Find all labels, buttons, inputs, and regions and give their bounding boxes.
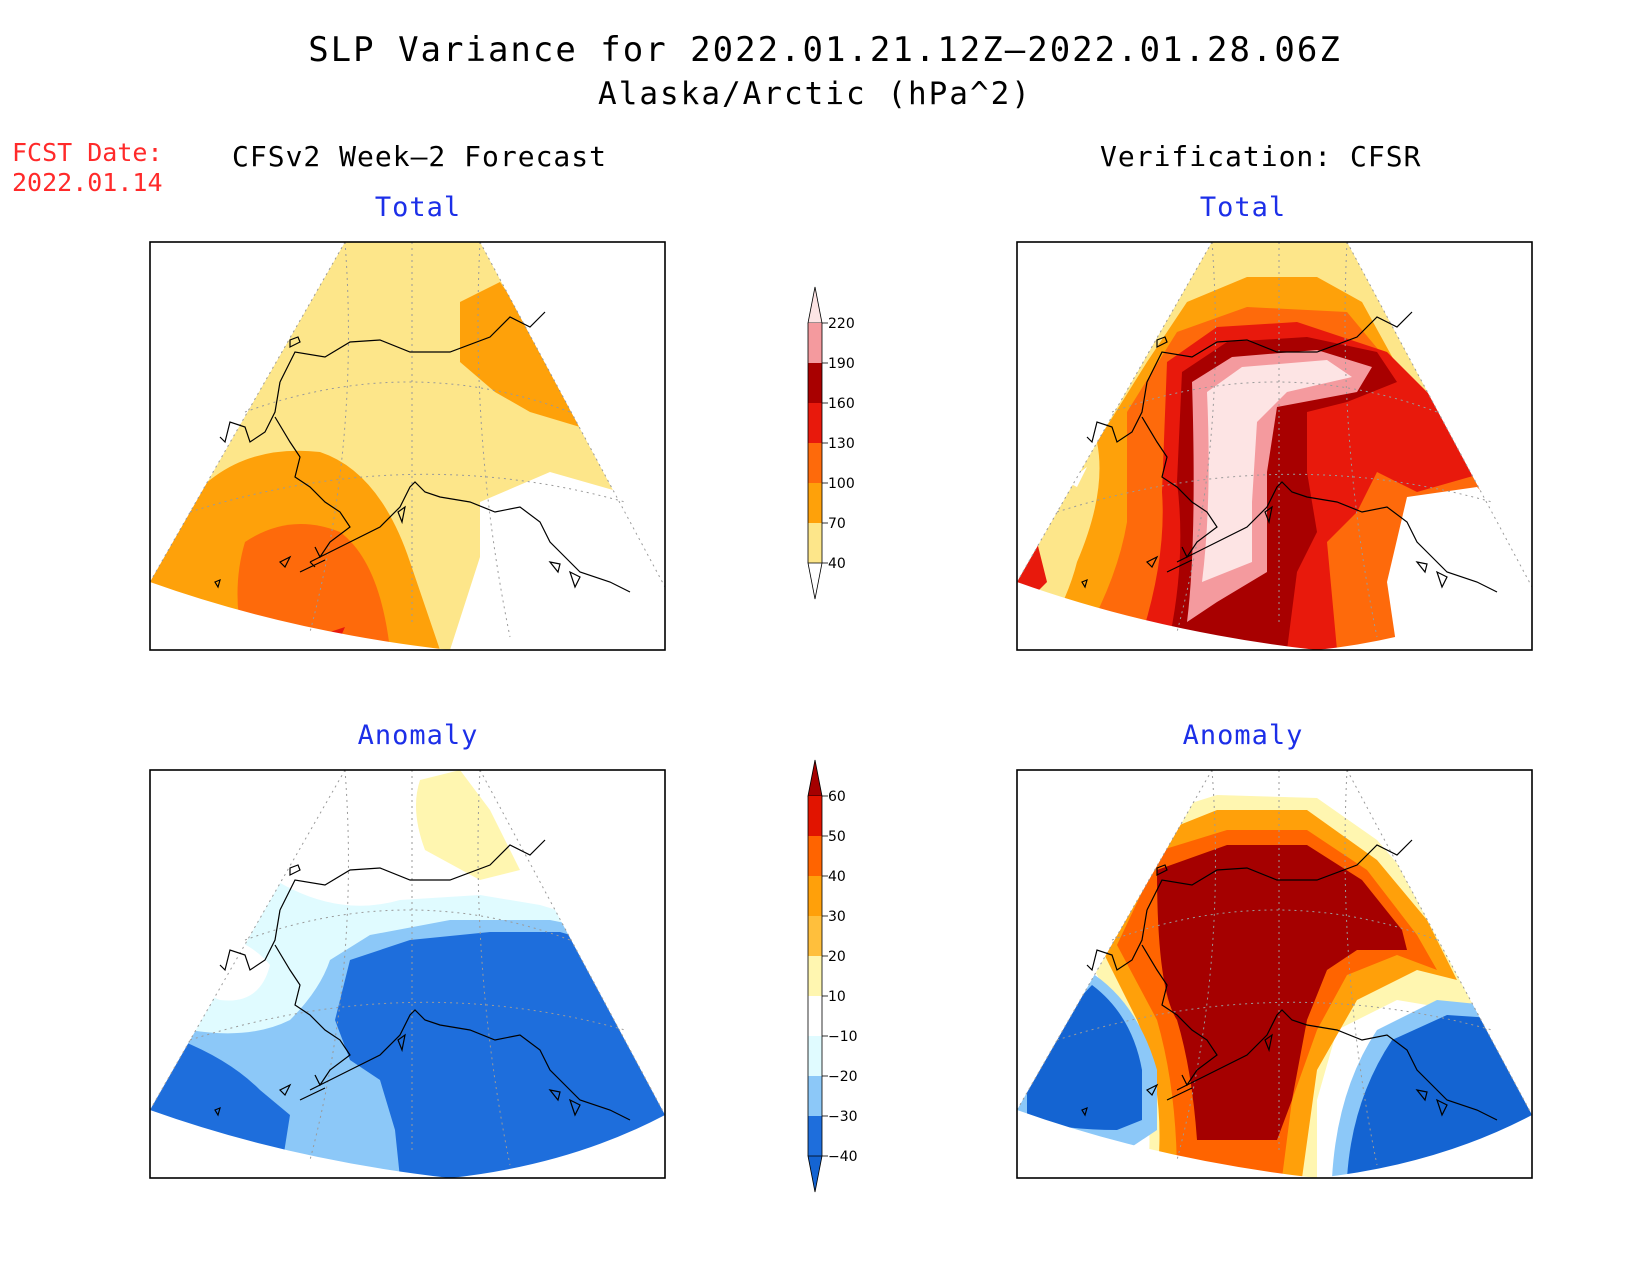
map-frame xyxy=(149,769,666,1179)
graticule xyxy=(149,769,666,1166)
coastline xyxy=(214,839,631,1121)
anomaly-colorbar: −40 −30 −20 −10 10 20 30 40 50 60 xyxy=(807,759,858,1193)
anomaly-colorbar-swatch xyxy=(808,916,822,956)
anomaly-colorbar-tick-label: 60 xyxy=(828,789,846,805)
anomaly-colorbar-bottom-arrow xyxy=(807,1155,823,1193)
total-colorbar-tick-label: 70 xyxy=(828,516,846,532)
anomaly-colorbar-tick-label: −20 xyxy=(828,1069,858,1085)
anomaly-colorbar-top-arrow xyxy=(807,759,823,797)
anomaly-colorbar-swatch xyxy=(808,836,822,876)
total-colorbar-tick-label: 190 xyxy=(828,356,855,372)
total-colorbar-tick-label: 100 xyxy=(828,476,855,492)
total-colorbar-tick-label: 220 xyxy=(828,316,855,332)
anomaly-colorbar-swatch xyxy=(808,956,822,996)
forecast-date-value: 2022.01.14 xyxy=(12,168,163,197)
graticule xyxy=(149,241,666,638)
coastline xyxy=(1081,839,1498,1121)
shade-above-220 xyxy=(1202,360,1352,582)
anomaly-colorbar-tick-label: 50 xyxy=(828,829,846,845)
total-colorbar-swatch xyxy=(808,483,822,523)
shade-70-100 xyxy=(460,282,580,427)
shade-100-130 xyxy=(237,524,390,650)
verification-total-map xyxy=(1016,241,1533,651)
anomaly-colorbar-swatch xyxy=(808,876,822,916)
shade-above-60 xyxy=(1157,845,1407,1140)
main-title: SLP Variance for 2022.01.21.12Z–2022.01.… xyxy=(308,30,1342,70)
total-colorbar: 40 70 100 130 160 190 220 xyxy=(807,286,855,600)
anomaly-colorbar-swatch xyxy=(808,1036,822,1076)
shade-10-20 xyxy=(416,770,520,880)
shade-minus30-minus40 xyxy=(335,932,665,1178)
total-colorbar-tick-label: 160 xyxy=(828,396,855,412)
total-colorbar-swatch xyxy=(808,403,822,443)
anomaly-colorbar-tick-label: −40 xyxy=(828,1149,858,1165)
forecast-anomaly-title: Anomaly xyxy=(357,720,479,751)
anomaly-colorbar-tick-label: 40 xyxy=(828,869,846,885)
anomaly-colorbar-swatch xyxy=(808,796,822,836)
anomaly-colorbar-tick-label: 30 xyxy=(828,909,846,925)
verification-column-heading: Verification: CFSR xyxy=(1100,140,1422,173)
total-colorbar-swatch xyxy=(808,363,822,403)
anomaly-colorbar-tick-label: 20 xyxy=(828,949,846,965)
map-frame xyxy=(149,241,666,651)
verification-total-title: Total xyxy=(1199,192,1287,223)
main-subtitle: Alaska/Arctic (hPa^2) xyxy=(598,76,1032,112)
anomaly-colorbar-tick-label: 10 xyxy=(828,989,846,1005)
anomaly-colorbar-swatch xyxy=(808,1116,822,1156)
forecast-column-heading: CFSv2 Week–2 Forecast xyxy=(232,140,608,173)
anomaly-colorbar-tick-label: −10 xyxy=(828,1029,858,1045)
forecast-date-label: FCST Date: xyxy=(12,138,163,167)
total-colorbar-swatch xyxy=(808,523,822,563)
verification-anomaly-map xyxy=(1016,769,1533,1179)
anomaly-colorbar-swatch xyxy=(808,1076,822,1116)
shade-below-minus40 xyxy=(1027,985,1142,1130)
total-colorbar-swatch xyxy=(808,443,822,483)
graticule xyxy=(1016,241,1533,638)
anomaly-colorbar-swatch xyxy=(808,996,822,1036)
forecast-anomaly-map xyxy=(149,769,666,1179)
total-colorbar-top-arrow xyxy=(807,286,823,324)
total-colorbar-swatch xyxy=(808,323,822,363)
anomaly-colorbar-outline xyxy=(807,796,823,1156)
total-colorbar-tick-label: 40 xyxy=(828,556,846,572)
shade-below-40 xyxy=(480,472,665,650)
total-colorbar-bottom-arrow xyxy=(807,562,823,600)
verification-anomaly-title: Anomaly xyxy=(1182,720,1304,751)
coastline xyxy=(1081,311,1498,593)
graticule xyxy=(1016,769,1533,1166)
forecast-total-title: Total xyxy=(374,192,462,223)
map-frame xyxy=(1016,241,1533,651)
total-colorbar-tick-label: 130 xyxy=(828,436,855,452)
anomaly-colorbar-tick-label: −30 xyxy=(828,1109,858,1125)
coastline xyxy=(214,311,631,593)
map-frame xyxy=(1016,769,1533,1179)
forecast-total-map xyxy=(149,241,666,651)
